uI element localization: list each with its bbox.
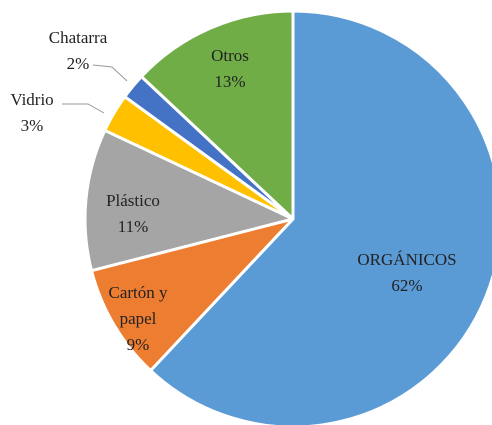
value-label: 9% (126, 335, 150, 354)
value-label: 11% (117, 217, 149, 236)
pie-slice (89, 216, 298, 373)
slice-label: Chatarra 2% (49, 25, 108, 77)
category-label: Cartón y papel (108, 283, 168, 328)
value-label: 2% (66, 54, 90, 73)
value-label: 62% (391, 276, 423, 295)
slice-label: Vidrio 3% (10, 87, 53, 139)
category-label: Vidrio (10, 90, 54, 109)
slice-label: Otros 13% (211, 43, 249, 95)
pie-slice (83, 128, 298, 273)
category-label: Otros (211, 46, 249, 65)
category-label: Plástico (106, 191, 160, 210)
value-label: 13% (214, 72, 246, 91)
slice-label: Cartón y papel 9% (98, 280, 178, 358)
slice-label: Plástico 11% (106, 188, 160, 240)
pie-slice (139, 9, 295, 223)
slice-label: ORGÁNICOS 62% (357, 247, 456, 299)
category-label: ORGÁNICOS (357, 250, 457, 269)
leader-line (62, 103, 105, 114)
leader-line (92, 64, 128, 82)
category-label: Chatarra (48, 28, 108, 47)
value-label: 3% (20, 116, 44, 135)
pie-slice (148, 9, 492, 425)
